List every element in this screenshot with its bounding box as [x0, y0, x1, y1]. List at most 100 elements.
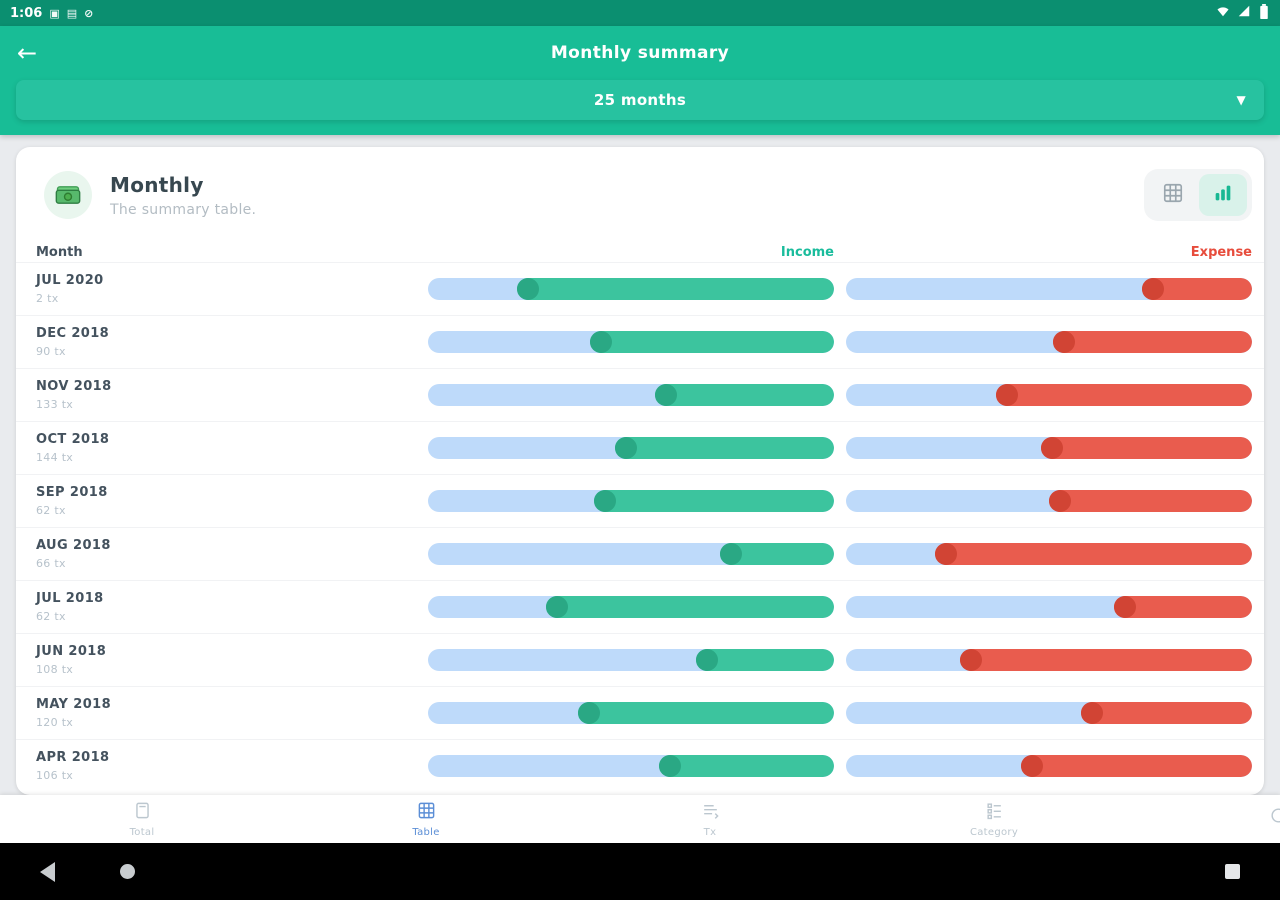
income-bar-track: [428, 702, 834, 724]
nav-label: Tx: [703, 826, 717, 838]
android-home-icon[interactable]: [120, 864, 135, 879]
table-row[interactable]: DEC 2018 90 tx: [16, 315, 1264, 368]
bar-chart-icon: [1212, 182, 1234, 208]
column-header-income: Income: [780, 245, 834, 260]
expense-bar-track: [846, 755, 1252, 777]
row-month: DEC 2018: [36, 326, 110, 341]
expense-bar-fill: [1113, 596, 1252, 618]
back-button[interactable]: ←: [16, 39, 38, 67]
nav-item-total[interactable]: Total: [0, 795, 284, 843]
income-bar-cap: [659, 755, 682, 777]
row-month: NOV 2018: [36, 379, 112, 394]
calculator-icon: [133, 801, 152, 824]
expense-bar-cap: [1081, 702, 1104, 724]
expense-bar-track: [846, 384, 1252, 406]
notification-circle-icon: ⊘: [84, 6, 94, 20]
expense-bar-track: [846, 437, 1252, 459]
expense-bar-track: [846, 278, 1252, 300]
table-row[interactable]: JUL 2018 62 tx: [16, 580, 1264, 633]
income-bar-fill: [614, 437, 834, 459]
summary-rows: JUL 2020 2 tx DEC 2018 90 tx: [16, 262, 1264, 792]
income-bar-fill: [590, 331, 834, 353]
nav-item-more[interactable]: [1136, 795, 1280, 843]
table-row[interactable]: OCT 2018 144 tx: [16, 421, 1264, 474]
row-month: SEP 2018: [36, 485, 108, 500]
table-row[interactable]: MAY 2018 120 tx: [16, 686, 1264, 739]
money-icon: [44, 171, 92, 219]
notification-grid-icon: ▤: [66, 6, 78, 20]
expense-bar-fill: [1049, 490, 1252, 512]
row-month: JUN 2018: [36, 644, 107, 659]
income-bar-fill: [695, 649, 834, 671]
card-title: Monthly: [110, 172, 204, 197]
view-toggle: [1144, 169, 1252, 221]
income-bar-track: [428, 278, 834, 300]
row-month: APR 2018: [36, 750, 110, 765]
table-row[interactable]: SEP 2018 62 tx: [16, 474, 1264, 527]
income-bar-cap: [545, 596, 568, 618]
expense-bar-fill: [1053, 331, 1252, 353]
summary-card: Monthly The summary table.: [16, 147, 1264, 795]
expense-bar-fill: [1020, 755, 1252, 777]
chart-view-button[interactable]: [1199, 174, 1247, 216]
expense-bar-track: [846, 649, 1252, 671]
table-view-button[interactable]: [1149, 174, 1197, 216]
expense-bar-fill: [1040, 437, 1252, 459]
income-bar-fill: [720, 543, 834, 565]
income-bar-cap: [578, 702, 601, 724]
expense-bar-fill: [996, 384, 1252, 406]
expense-bar-track: [846, 490, 1252, 512]
nav-label: Table: [412, 826, 440, 838]
nav-item-table[interactable]: Table: [284, 795, 568, 843]
row-month: JUL 2018: [36, 591, 104, 606]
expense-bar-track: [846, 331, 1252, 353]
row-month: JUL 2020: [36, 273, 104, 288]
table-row[interactable]: APR 2018 106 tx: [16, 739, 1264, 792]
row-month: AUG 2018: [36, 538, 111, 553]
income-bar-track: [428, 596, 834, 618]
card-header: Monthly The summary table.: [16, 147, 1264, 243]
period-dropdown[interactable]: 25 months ▼: [16, 80, 1264, 120]
expense-bar-cap: [959, 649, 982, 671]
nav-item-category[interactable]: Category: [852, 795, 1136, 843]
income-bar-track: [428, 649, 834, 671]
income-bar-cap: [655, 384, 678, 406]
income-bar-cap: [614, 437, 637, 459]
wifi-icon: [1216, 4, 1230, 22]
app-bar: ← Monthly summary: [0, 26, 1280, 80]
income-bar-fill: [578, 702, 834, 724]
nav-label: Total: [129, 826, 155, 838]
expense-bar-cap: [1020, 755, 1043, 777]
table-row[interactable]: NOV 2018 133 tx: [16, 368, 1264, 421]
row-tx-count: 90 tx: [36, 345, 66, 358]
row-tx-count: 62 tx: [36, 610, 66, 623]
income-bar-track: [428, 384, 834, 406]
table-row[interactable]: JUL 2020 2 tx: [16, 262, 1264, 315]
android-back-icon[interactable]: [40, 862, 55, 882]
expense-bar-cap: [1049, 490, 1071, 512]
row-month: MAY 2018: [36, 697, 112, 712]
table-row[interactable]: AUG 2018 66 tx: [16, 527, 1264, 580]
income-bar-track: [428, 755, 834, 777]
more-icon: [1269, 806, 1280, 829]
android-nav-bar: [0, 843, 1280, 900]
expense-bar-track: [846, 596, 1252, 618]
income-bar-fill: [594, 490, 834, 512]
row-tx-count: 2 tx: [36, 292, 59, 305]
android-recents-icon[interactable]: [1225, 864, 1240, 879]
row-month: OCT 2018: [36, 432, 110, 447]
status-bar: 1:06 ▣ ▤ ⊘: [0, 0, 1280, 26]
nav-item-tx[interactable]: Tx: [568, 795, 852, 843]
row-tx-count: 106 tx: [36, 769, 74, 782]
expense-bar-cap: [996, 384, 1019, 406]
table-row[interactable]: JUN 2018 108 tx: [16, 633, 1264, 686]
battery-icon: [1258, 3, 1270, 23]
expense-bar-fill: [959, 649, 1252, 671]
expense-bar-track: [846, 702, 1252, 724]
nav-label: Category: [969, 826, 1019, 838]
app-header: ← Monthly summary 25 months ▼: [0, 26, 1280, 135]
signal-icon: [1237, 4, 1251, 22]
income-bar-fill: [655, 384, 834, 406]
expense-bar-cap: [1113, 596, 1136, 618]
expense-bar-cap: [935, 543, 958, 565]
